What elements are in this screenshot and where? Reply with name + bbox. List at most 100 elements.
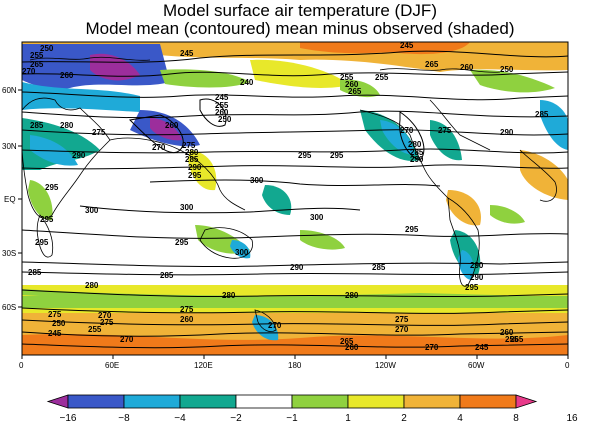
lon-label-0: 0	[19, 361, 24, 370]
contour-label: 265	[348, 87, 362, 96]
lon-label-60w: 60W	[468, 361, 485, 370]
contour-label: 260	[460, 63, 474, 72]
colorbar: −16 −8 −4 −2 −1 1 2 4 8 16	[46, 394, 578, 424]
contour-label: 245	[400, 41, 414, 50]
contour-label: 290	[72, 151, 86, 160]
colorbar-swatch	[46, 394, 69, 409]
colorbar-swatch	[515, 394, 538, 409]
contour-label: 260	[215, 108, 229, 117]
contour-label: 280	[185, 148, 199, 157]
lon-label-180: 180	[288, 361, 302, 370]
map-title: Model surface air temperature (DJF)	[163, 1, 437, 20]
contour-label: 270	[98, 311, 112, 320]
bias-shading	[22, 42, 568, 355]
contour-label: 300	[250, 176, 264, 185]
contour-label: 290	[470, 273, 484, 282]
contour-label: 265	[340, 337, 354, 346]
colorbar-label: −16	[60, 413, 77, 424]
contour-label: 245	[48, 329, 62, 338]
contour-label: 295	[298, 151, 312, 160]
contour-label: 245	[215, 93, 229, 102]
contour-label: 300	[85, 206, 99, 215]
contour-label: 290	[188, 163, 202, 172]
colorbar-label: −2	[230, 413, 242, 424]
contour-label: 270	[395, 325, 409, 334]
colorbar-swatch	[179, 394, 237, 409]
contour-label: 300	[310, 213, 324, 222]
colorbar-label: −4	[174, 413, 186, 424]
contour-label: 240	[240, 78, 254, 87]
contour-label: 255	[30, 51, 44, 60]
colorbar-label: −1	[286, 413, 298, 424]
contour-label: 260	[345, 80, 359, 89]
contour-label: 260	[180, 315, 194, 324]
contour-label: 270	[22, 67, 36, 76]
contour-label: 270	[152, 143, 166, 152]
contour-label: 255	[340, 73, 354, 82]
contour-label: 260	[165, 121, 179, 130]
lon-label-120w: 120W	[375, 361, 396, 370]
colorbar-swatch	[235, 394, 293, 409]
contour-label: 290	[500, 128, 514, 137]
contour-label: 265	[30, 60, 44, 69]
colorbar-swatch	[291, 394, 349, 409]
contour-lines	[22, 50, 568, 349]
contour-label: 285	[185, 155, 199, 164]
contour-label: 275	[48, 310, 62, 319]
contour-label: 295	[40, 215, 54, 224]
contour-label: 250	[218, 115, 232, 124]
contour-label: 260	[60, 71, 74, 80]
contour-label: 250	[500, 65, 514, 74]
contour-label: 265	[425, 60, 439, 69]
colorbar-label: 8	[513, 413, 519, 424]
contour-label: 275	[438, 126, 452, 135]
contour-label: 255	[215, 101, 229, 110]
contour-label: 250	[52, 319, 66, 328]
contour-label: 285	[535, 110, 549, 119]
lat-label-30n: 30N	[2, 142, 17, 151]
lon-label-120e: 120E	[194, 361, 213, 370]
contour-label: 275	[180, 305, 194, 314]
contour-label: 255	[88, 325, 102, 334]
colorbar-label: 1	[345, 413, 351, 424]
colorbar-label: 4	[457, 413, 463, 424]
contour-label: 285	[372, 263, 386, 272]
colorbar-label: 16	[566, 413, 578, 424]
contour-label: 285	[28, 268, 42, 277]
contour-label: 245	[180, 49, 194, 58]
lon-label-0-east: 0	[565, 361, 570, 370]
contour-label: 265	[510, 335, 524, 344]
colorbar-swatch	[459, 394, 517, 409]
contour-label: 255	[505, 335, 519, 344]
contour-label: 290	[410, 155, 424, 164]
contour-label: 275	[182, 141, 196, 150]
contour-label: 270	[120, 335, 134, 344]
contour-label: 270	[268, 321, 282, 330]
contour-label: 285	[410, 148, 424, 157]
contour-label: 300	[180, 203, 194, 212]
contour-label: 275	[395, 315, 409, 324]
contour-label: 280	[222, 291, 236, 300]
map-subtitle: Model mean (contoured) mean minus observ…	[85, 19, 515, 38]
contour-label: 295	[330, 151, 344, 160]
contour-label: 280	[408, 140, 422, 149]
colorbar-swatch	[403, 394, 461, 409]
colorbar-swatch	[347, 394, 405, 409]
contour-label: 270	[425, 343, 439, 352]
axis-ticks	[18, 89, 569, 359]
contour-label: 280	[85, 281, 99, 290]
colorbar-label: 2	[401, 413, 407, 424]
contour-label: 295	[188, 171, 202, 180]
contour-label: 245	[475, 343, 489, 352]
lat-label-eq: EQ	[4, 195, 16, 204]
contour-label: 295	[465, 283, 479, 292]
coastlines	[22, 56, 557, 332]
lat-label-60s: 60S	[2, 303, 16, 312]
contour-label: 300	[235, 248, 249, 257]
contour-label: 260	[500, 328, 514, 337]
lon-label-60e: 60E	[105, 361, 119, 370]
contour-label: 295	[405, 225, 419, 234]
contour-label: 280	[60, 121, 74, 130]
